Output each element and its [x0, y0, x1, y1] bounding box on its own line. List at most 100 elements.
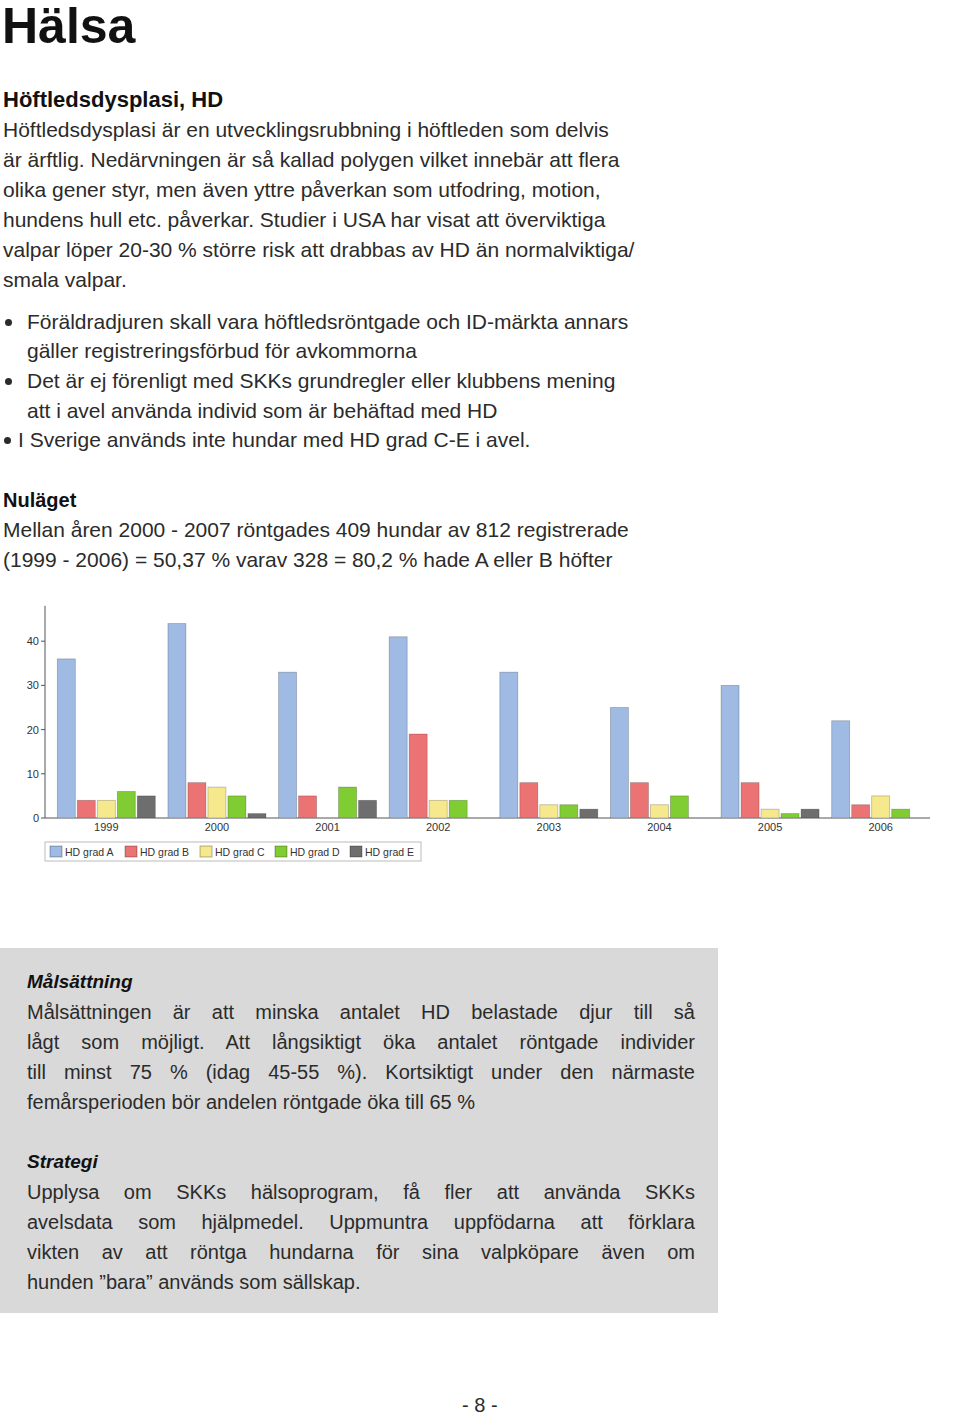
bar [540, 805, 558, 818]
bar [359, 800, 377, 818]
bars [57, 624, 909, 818]
legend-swatch [275, 846, 287, 857]
box-line: vikten av att röntga hundarna för sina v… [27, 1237, 695, 1267]
paragraph-line: Mellan åren 2000 - 2007 röntgades 409 hu… [3, 515, 629, 545]
bar [248, 814, 266, 818]
legend-swatch [125, 846, 137, 857]
bullet-line: I Sverige används inte hundar med HD gra… [18, 425, 530, 455]
legend-box [45, 842, 421, 861]
box-line: lågt som möjligt. Att långsiktigt öka an… [27, 1027, 695, 1057]
bar [319, 818, 337, 819]
bullet-line: Föräldradjuren skall vara höftledsröntga… [27, 307, 628, 337]
box-line: hunden ”bara” används som sällskap. [27, 1267, 361, 1297]
box-line: avelsdata som hjälpmedel. Uppmuntra uppf… [27, 1207, 695, 1237]
x-tick-label: 2003 [537, 821, 561, 833]
x-tick-label: 2002 [426, 821, 450, 833]
bar [610, 708, 628, 819]
bar [852, 805, 870, 818]
bar [469, 818, 487, 819]
bar [761, 809, 779, 818]
legend-swatch [200, 846, 212, 857]
page: {"page_title": "Hälsa", "hd": {"heading"… [0, 0, 960, 1417]
y-axis [45, 606, 46, 818]
bullet [5, 319, 12, 326]
paragraph-line: (1999 - 2006) = 50,37 % varav 328 = 80,2… [3, 545, 612, 575]
legend-swatch [350, 846, 362, 857]
y-tick-label: 40 [27, 635, 39, 647]
bullet-line: gäller registreringsförbud för avkommorn… [27, 336, 417, 366]
paragraph-line: olika gener styr, men även yttre påverka… [3, 175, 601, 205]
bar [872, 796, 890, 818]
bar [429, 800, 447, 818]
legend-label: HD grad C [215, 846, 265, 858]
bar [801, 809, 819, 818]
y-tick-label: 0 [33, 812, 39, 824]
bar [188, 783, 206, 818]
bar [741, 783, 759, 818]
bar [168, 624, 186, 818]
bar [97, 800, 115, 818]
bar [500, 672, 518, 818]
box-line: Upplysa om SKKs hälsoprogram, få fler at… [27, 1177, 695, 1207]
x-tick-label: 2001 [315, 821, 339, 833]
y-tick [41, 818, 45, 819]
x-tick-label: 2004 [647, 821, 671, 833]
bar [721, 685, 739, 818]
bar [449, 800, 467, 818]
section-heading: Nuläget [3, 485, 76, 515]
bar [299, 796, 317, 818]
bullet [4, 437, 11, 444]
bar [520, 783, 538, 818]
bar [580, 809, 598, 818]
box-line: till minst 75 % (idag 45-55 %). Kortsikt… [27, 1057, 695, 1087]
bar [670, 796, 688, 818]
paragraph-line: hundens hull etc. påverkar. Studier i US… [3, 205, 605, 235]
legend-label: HD grad D [290, 846, 340, 858]
bar [137, 796, 155, 818]
y-tick-label: 30 [27, 679, 39, 691]
paragraph-line: smala valpar. [3, 265, 127, 295]
y-tick [41, 773, 45, 774]
box-heading: Strategi [27, 1147, 98, 1177]
y-tick-label: 10 [27, 768, 39, 780]
legend-label: HD grad A [65, 846, 113, 858]
section-heading: Höftledsdysplasi, HD [3, 85, 223, 115]
bar [339, 787, 357, 818]
y-tick [41, 729, 45, 730]
bar [409, 734, 427, 818]
bar [781, 814, 799, 818]
legend-label: HD grad E [365, 846, 414, 858]
bar [630, 783, 648, 818]
bullet [5, 378, 12, 385]
x-tick-label: 2005 [758, 821, 782, 833]
box-line: femårsperioden bör andelen röntgade öka … [27, 1087, 475, 1117]
bar [832, 721, 850, 818]
paragraph-line: valpar löper 20-30 % större risk att dra… [3, 235, 634, 265]
paragraph-line: är ärftlig. Nedärvningen är så kallad po… [3, 145, 619, 175]
x-tick-label: 2000 [205, 821, 229, 833]
bar [389, 637, 407, 818]
bar [892, 809, 910, 818]
bar [279, 672, 297, 818]
x-tick-label: 1999 [94, 821, 118, 833]
page-title: Hälsa [2, 0, 135, 56]
bar [208, 787, 226, 818]
bullet-line: att i avel använda individ som är behäft… [27, 396, 497, 426]
bar [228, 796, 246, 818]
bar [77, 800, 95, 818]
bar [690, 818, 708, 819]
legend: HD grad A HD grad B HD grad C HD grad D HD g… [45, 842, 421, 861]
paragraph-line: Höftledsdysplasi är en utvecklingsrubbni… [3, 115, 609, 145]
box-heading: Målsättning [27, 967, 133, 997]
bar [57, 659, 75, 818]
bar [650, 805, 668, 818]
box-line: Målsättningen är att minska antalet HD b… [27, 997, 695, 1027]
bar [912, 818, 930, 819]
bar [117, 791, 135, 818]
legend-label: HD grad B [140, 846, 189, 858]
y-tick-label: 20 [27, 724, 39, 736]
bar [560, 805, 578, 818]
y-tick [41, 641, 45, 642]
page-number: - 8 - [462, 1390, 498, 1417]
x-tick-label: 2006 [868, 821, 892, 833]
